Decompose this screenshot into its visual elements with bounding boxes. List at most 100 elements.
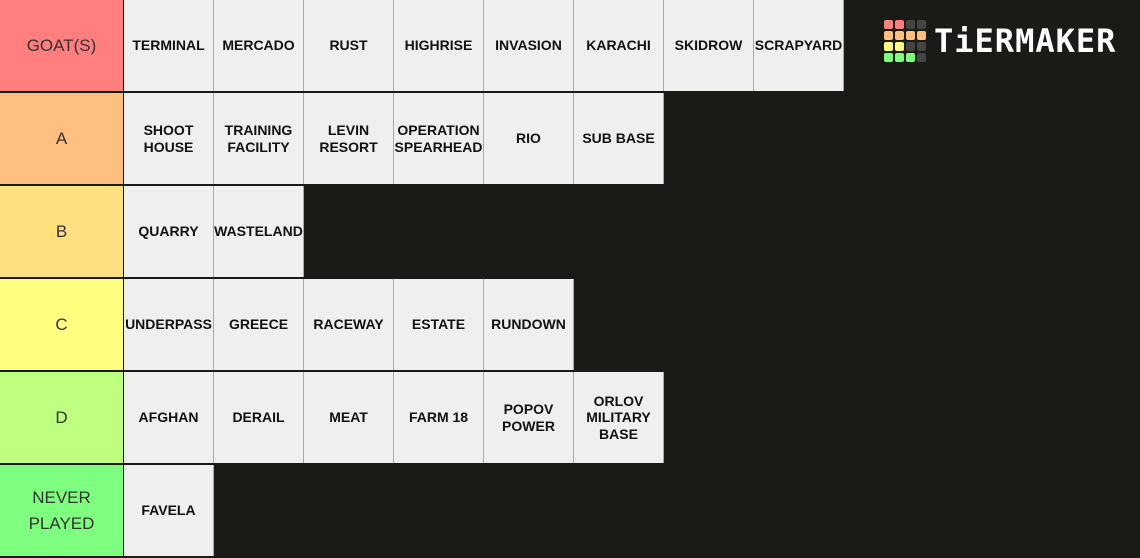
tier-item-label: RUNDOWN: [491, 316, 566, 333]
tier-item[interactable]: RUNDOWN: [484, 279, 574, 370]
tier-row: GOAT(S) TERMINAL MERCADO RUST HIGHRISE INVASI…: [0, 0, 1140, 91]
tier-item[interactable]: SCRAPYARD: [754, 0, 844, 91]
tier-item[interactable]: INVASION: [484, 0, 574, 91]
tier-item-label: POPOV POWER: [502, 401, 555, 434]
tier-item-label: UNDERPASS: [125, 316, 212, 333]
tier-label-text: A: [55, 128, 68, 148]
tier-label[interactable]: NEVER PLAYED: [0, 465, 124, 556]
tier-label[interactable]: B: [0, 186, 124, 277]
tier-item-label: LEVIN RESORT: [319, 122, 378, 155]
tier-label[interactable]: D: [0, 372, 124, 463]
tier-item-label: WASTELAND: [214, 223, 303, 240]
logo-grid-cell: [895, 53, 904, 62]
tier-item[interactable]: FAVELA: [124, 465, 214, 556]
tier-item-label: MEAT: [329, 409, 368, 426]
tier-item[interactable]: UNDERPASS: [124, 279, 214, 370]
tiermaker-grid-icon: [884, 20, 926, 62]
tier-label-text: NEVER PLAYED: [28, 487, 95, 533]
tier-item-label: TRAINING FACILITY: [224, 122, 293, 155]
tier-items: AFGHAN DERAIL MEAT FARM 18 POPOV POWER ORLOV …: [124, 372, 664, 463]
logo-grid-cell: [884, 31, 893, 40]
tier-item-label: KARACHI: [586, 37, 651, 54]
tier-item-label: FARM 18: [408, 409, 469, 426]
tier-item-label: SKIDROW: [674, 37, 743, 54]
tier-label-text: C: [55, 314, 68, 334]
tier-items: TERMINAL MERCADO RUST HIGHRISE INVASION KARAC…: [124, 0, 844, 91]
tier-row: B QUARRY WASTELAND: [0, 186, 1140, 277]
tier-item[interactable]: GREECE: [214, 279, 304, 370]
tier-items: UNDERPASS GREECE RACEWAY ESTATE RUNDOWN: [124, 279, 574, 370]
tier-item-label: MERCADO: [222, 37, 295, 54]
tier-item[interactable]: SKIDROW: [664, 0, 754, 91]
tier-item[interactable]: FARM 18: [394, 372, 484, 463]
tier-item-label: AFGHAN: [138, 409, 199, 426]
logo-grid-cell: [917, 31, 926, 40]
tier-item[interactable]: SHOOT HOUSE: [124, 93, 214, 184]
tier-item[interactable]: SUB BASE: [574, 93, 664, 184]
tier-label-text: GOAT(S): [26, 35, 97, 55]
tier-item-label: SCRAPYARD: [754, 37, 843, 54]
tier-item[interactable]: HIGHRISE: [394, 0, 484, 91]
tier-label-text: D: [55, 407, 68, 427]
logo-grid-cell: [917, 42, 926, 51]
logo-grid-cell: [895, 20, 904, 29]
tier-item-label: FAVELA: [141, 502, 196, 519]
logo-grid-cell: [906, 53, 915, 62]
tier-item-label: ESTATE: [411, 316, 466, 333]
tier-item-label: RUST: [329, 37, 368, 54]
tier-item[interactable]: TERMINAL: [124, 0, 214, 91]
tier-item[interactable]: ESTATE: [394, 279, 484, 370]
tier-item-label: ORLOV MILITARY BASE: [586, 392, 651, 442]
tier-label[interactable]: A: [0, 93, 124, 184]
logo-grid-cell: [884, 42, 893, 51]
tier-item-label: SHOOT HOUSE: [143, 122, 194, 155]
logo-grid-cell: [884, 53, 893, 62]
tier-item[interactable]: KARACHI: [574, 0, 664, 91]
tier-item-label: OPERATION SPEARHEAD: [394, 122, 483, 155]
tier-item[interactable]: LEVIN RESORT: [304, 93, 394, 184]
tier-item-label: HIGHRISE: [404, 37, 473, 54]
tier-row: NEVER PLAYED FAVELA: [0, 465, 1140, 556]
tier-item[interactable]: WASTELAND: [214, 186, 304, 277]
tier-row: A SHOOT HOUSE TRAINING FACILITY LEVIN RESOR…: [0, 93, 1140, 184]
tier-label-text: B: [55, 221, 68, 241]
tier-item-label: RACEWAY: [313, 316, 384, 333]
tier-item[interactable]: OPERATION SPEARHEAD: [394, 93, 484, 184]
tier-row: D AFGHAN DERAIL MEAT FARM 18 POPOV POWER ORLOV…: [0, 372, 1140, 463]
tier-item[interactable]: RUST: [304, 0, 394, 91]
tier-item-label: GREECE: [228, 316, 289, 333]
tiermaker-logo: TiERMAKER: [884, 20, 1116, 62]
tier-item[interactable]: RACEWAY: [304, 279, 394, 370]
tier-item[interactable]: TRAINING FACILITY: [214, 93, 304, 184]
tier-label[interactable]: C: [0, 279, 124, 370]
logo-grid-cell: [917, 20, 926, 29]
tier-item[interactable]: MERCADO: [214, 0, 304, 91]
logo-grid-cell: [906, 42, 915, 51]
tier-items: SHOOT HOUSE TRAINING FACILITY LEVIN RESORT…: [124, 93, 664, 184]
tier-item[interactable]: POPOV POWER: [484, 372, 574, 463]
tier-items: QUARRY WASTELAND: [124, 186, 304, 277]
tier-items: FAVELA: [124, 465, 214, 556]
logo-grid-cell: [884, 20, 893, 29]
logo-grid-cell: [917, 53, 926, 62]
tier-item-label: TERMINAL: [132, 37, 205, 54]
tier-item[interactable]: MEAT: [304, 372, 394, 463]
tier-item-label: INVASION: [495, 37, 562, 54]
tier-item-label: RIO: [516, 130, 541, 147]
tier-item-label: QUARRY: [138, 223, 199, 240]
logo-grid-cell: [895, 31, 904, 40]
tier-item-label: DERAIL: [232, 409, 285, 426]
tier-item[interactable]: RIO: [484, 93, 574, 184]
tier-item-label: SUB BASE: [582, 130, 655, 147]
tier-item[interactable]: DERAIL: [214, 372, 304, 463]
tier-row: C UNDERPASS GREECE RACEWAY ESTATE RUNDOWN: [0, 279, 1140, 370]
logo-grid-cell: [906, 31, 915, 40]
tier-item[interactable]: AFGHAN: [124, 372, 214, 463]
logo-text: TiERMAKER: [934, 22, 1117, 60]
logo-grid-cell: [895, 42, 904, 51]
logo-grid-cell: [906, 20, 915, 29]
tier-item[interactable]: ORLOV MILITARY BASE: [574, 372, 664, 463]
tier-label[interactable]: GOAT(S): [0, 0, 124, 91]
tier-item[interactable]: QUARRY: [124, 186, 214, 277]
